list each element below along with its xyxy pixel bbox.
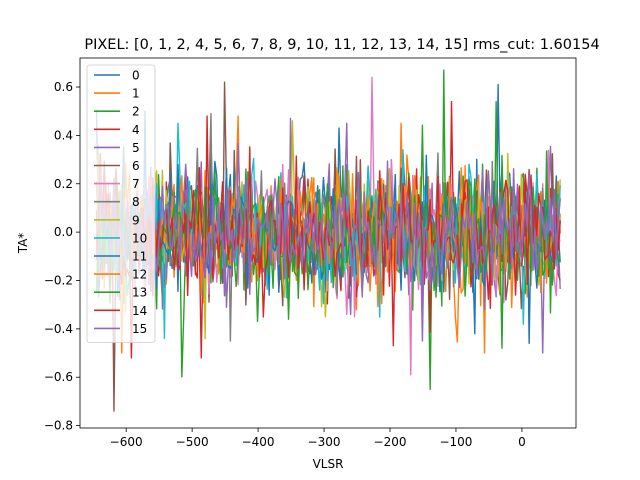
legend-label: 14 <box>132 304 147 318</box>
x-tick-label: −500 <box>176 435 209 449</box>
legend-label: 0 <box>132 69 140 83</box>
legend-label: 5 <box>132 141 140 155</box>
legend-label: 8 <box>132 195 140 209</box>
legend-label: 4 <box>132 123 140 137</box>
legend-label: 7 <box>132 177 140 191</box>
legend-label: 10 <box>132 231 147 245</box>
plot-frame <box>79 57 577 429</box>
legend-label: 6 <box>132 159 140 173</box>
legend-label: 9 <box>132 213 140 227</box>
legend-box <box>86 64 156 343</box>
y-tick-label: −0.4 <box>44 322 73 336</box>
y-tick-label: 0.6 <box>54 80 73 94</box>
x-tick-label: −200 <box>374 435 407 449</box>
series-line-13 <box>95 100 561 349</box>
y-tick-label: −0.2 <box>44 273 73 287</box>
y-tick-label: −0.6 <box>44 370 73 384</box>
x-tick-label: 0 <box>518 435 526 449</box>
chart-title: PIXEL: [0, 1, 2, 4, 5, 6, 7, 8, 9, 10, 1… <box>84 37 599 53</box>
x-tick-label: −100 <box>439 435 472 449</box>
x-axis: −600 −500 −400 −300 −200 −100 0 <box>110 428 526 449</box>
x-tick-label: −400 <box>242 435 275 449</box>
legend-label: 1 <box>132 87 140 101</box>
x-tick-label: −300 <box>308 435 341 449</box>
y-axis: −0.8 −0.6 −0.4 −0.2 0.0 0.2 0.4 0.6 <box>44 80 80 433</box>
y-tick-label: 0.4 <box>54 128 73 142</box>
y-tick-label: 0.0 <box>54 225 73 239</box>
legend-label: 13 <box>132 286 147 300</box>
legend-label: 12 <box>132 268 147 282</box>
y-axis-label: TA* <box>16 233 30 255</box>
series-line-14 <box>95 115 561 347</box>
x-axis-label: VLSR <box>313 457 344 471</box>
legend-label: 15 <box>132 322 147 336</box>
y-tick-label: −0.8 <box>44 419 73 433</box>
series-line-5 <box>95 117 561 354</box>
legend-label: 2 <box>132 105 140 119</box>
y-tick-label: 0.2 <box>54 177 73 191</box>
series-layer <box>95 69 561 412</box>
x-tick-label: −600 <box>110 435 143 449</box>
series-line-15 <box>95 122 561 342</box>
legend-label: 11 <box>132 250 147 264</box>
